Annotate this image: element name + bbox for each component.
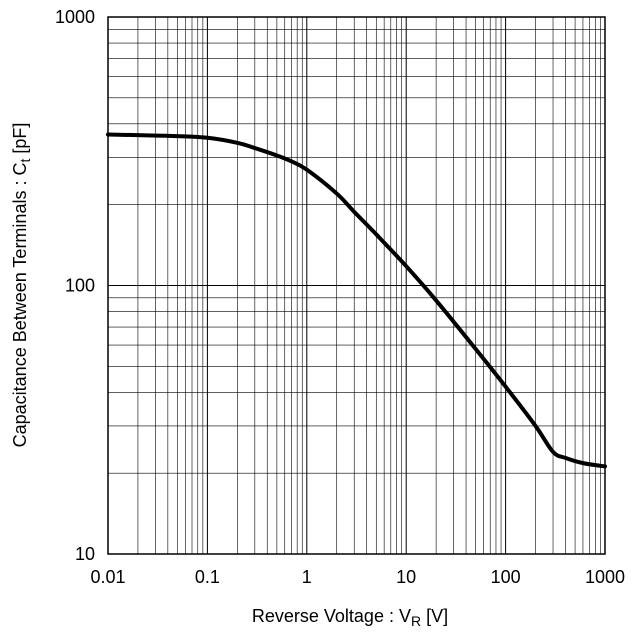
y-tick-label: 100 xyxy=(65,276,95,296)
y-axis-label-main: Capacitance Between Terminals : C xyxy=(10,163,30,448)
series-line xyxy=(108,135,605,467)
x-tick-label: 0.1 xyxy=(195,567,220,587)
y-axis-label-unit: [pF] xyxy=(10,123,30,159)
x-tick-label: 1000 xyxy=(585,567,625,587)
x-tick-label: 100 xyxy=(491,567,521,587)
x-tick-labels: 0.01 0.1 1 10 100 1000 xyxy=(90,567,625,587)
x-axis-label-unit: [V] xyxy=(421,606,448,626)
x-axis-label: Reverse Voltage : VR [V] xyxy=(252,606,448,629)
y-axis-label: Capacitance Between Terminals : Ct [pF] xyxy=(10,123,33,448)
y-tick-label: 1000 xyxy=(55,7,95,27)
y-tick-labels: 10 100 1000 xyxy=(55,7,95,564)
x-tick-label: 1 xyxy=(302,567,312,587)
x-tick-label: 10 xyxy=(396,567,416,587)
x-tick-label: 0.01 xyxy=(90,567,125,587)
x-axis-label-sub: R xyxy=(411,613,421,629)
y-tick-label: 10 xyxy=(75,544,95,564)
x-axis-label-main: Reverse Voltage : V xyxy=(252,606,411,626)
capacitance-chart: 0.01 0.1 1 10 100 1000 10 100 1000 Reverse Volt… xyxy=(0,0,640,640)
